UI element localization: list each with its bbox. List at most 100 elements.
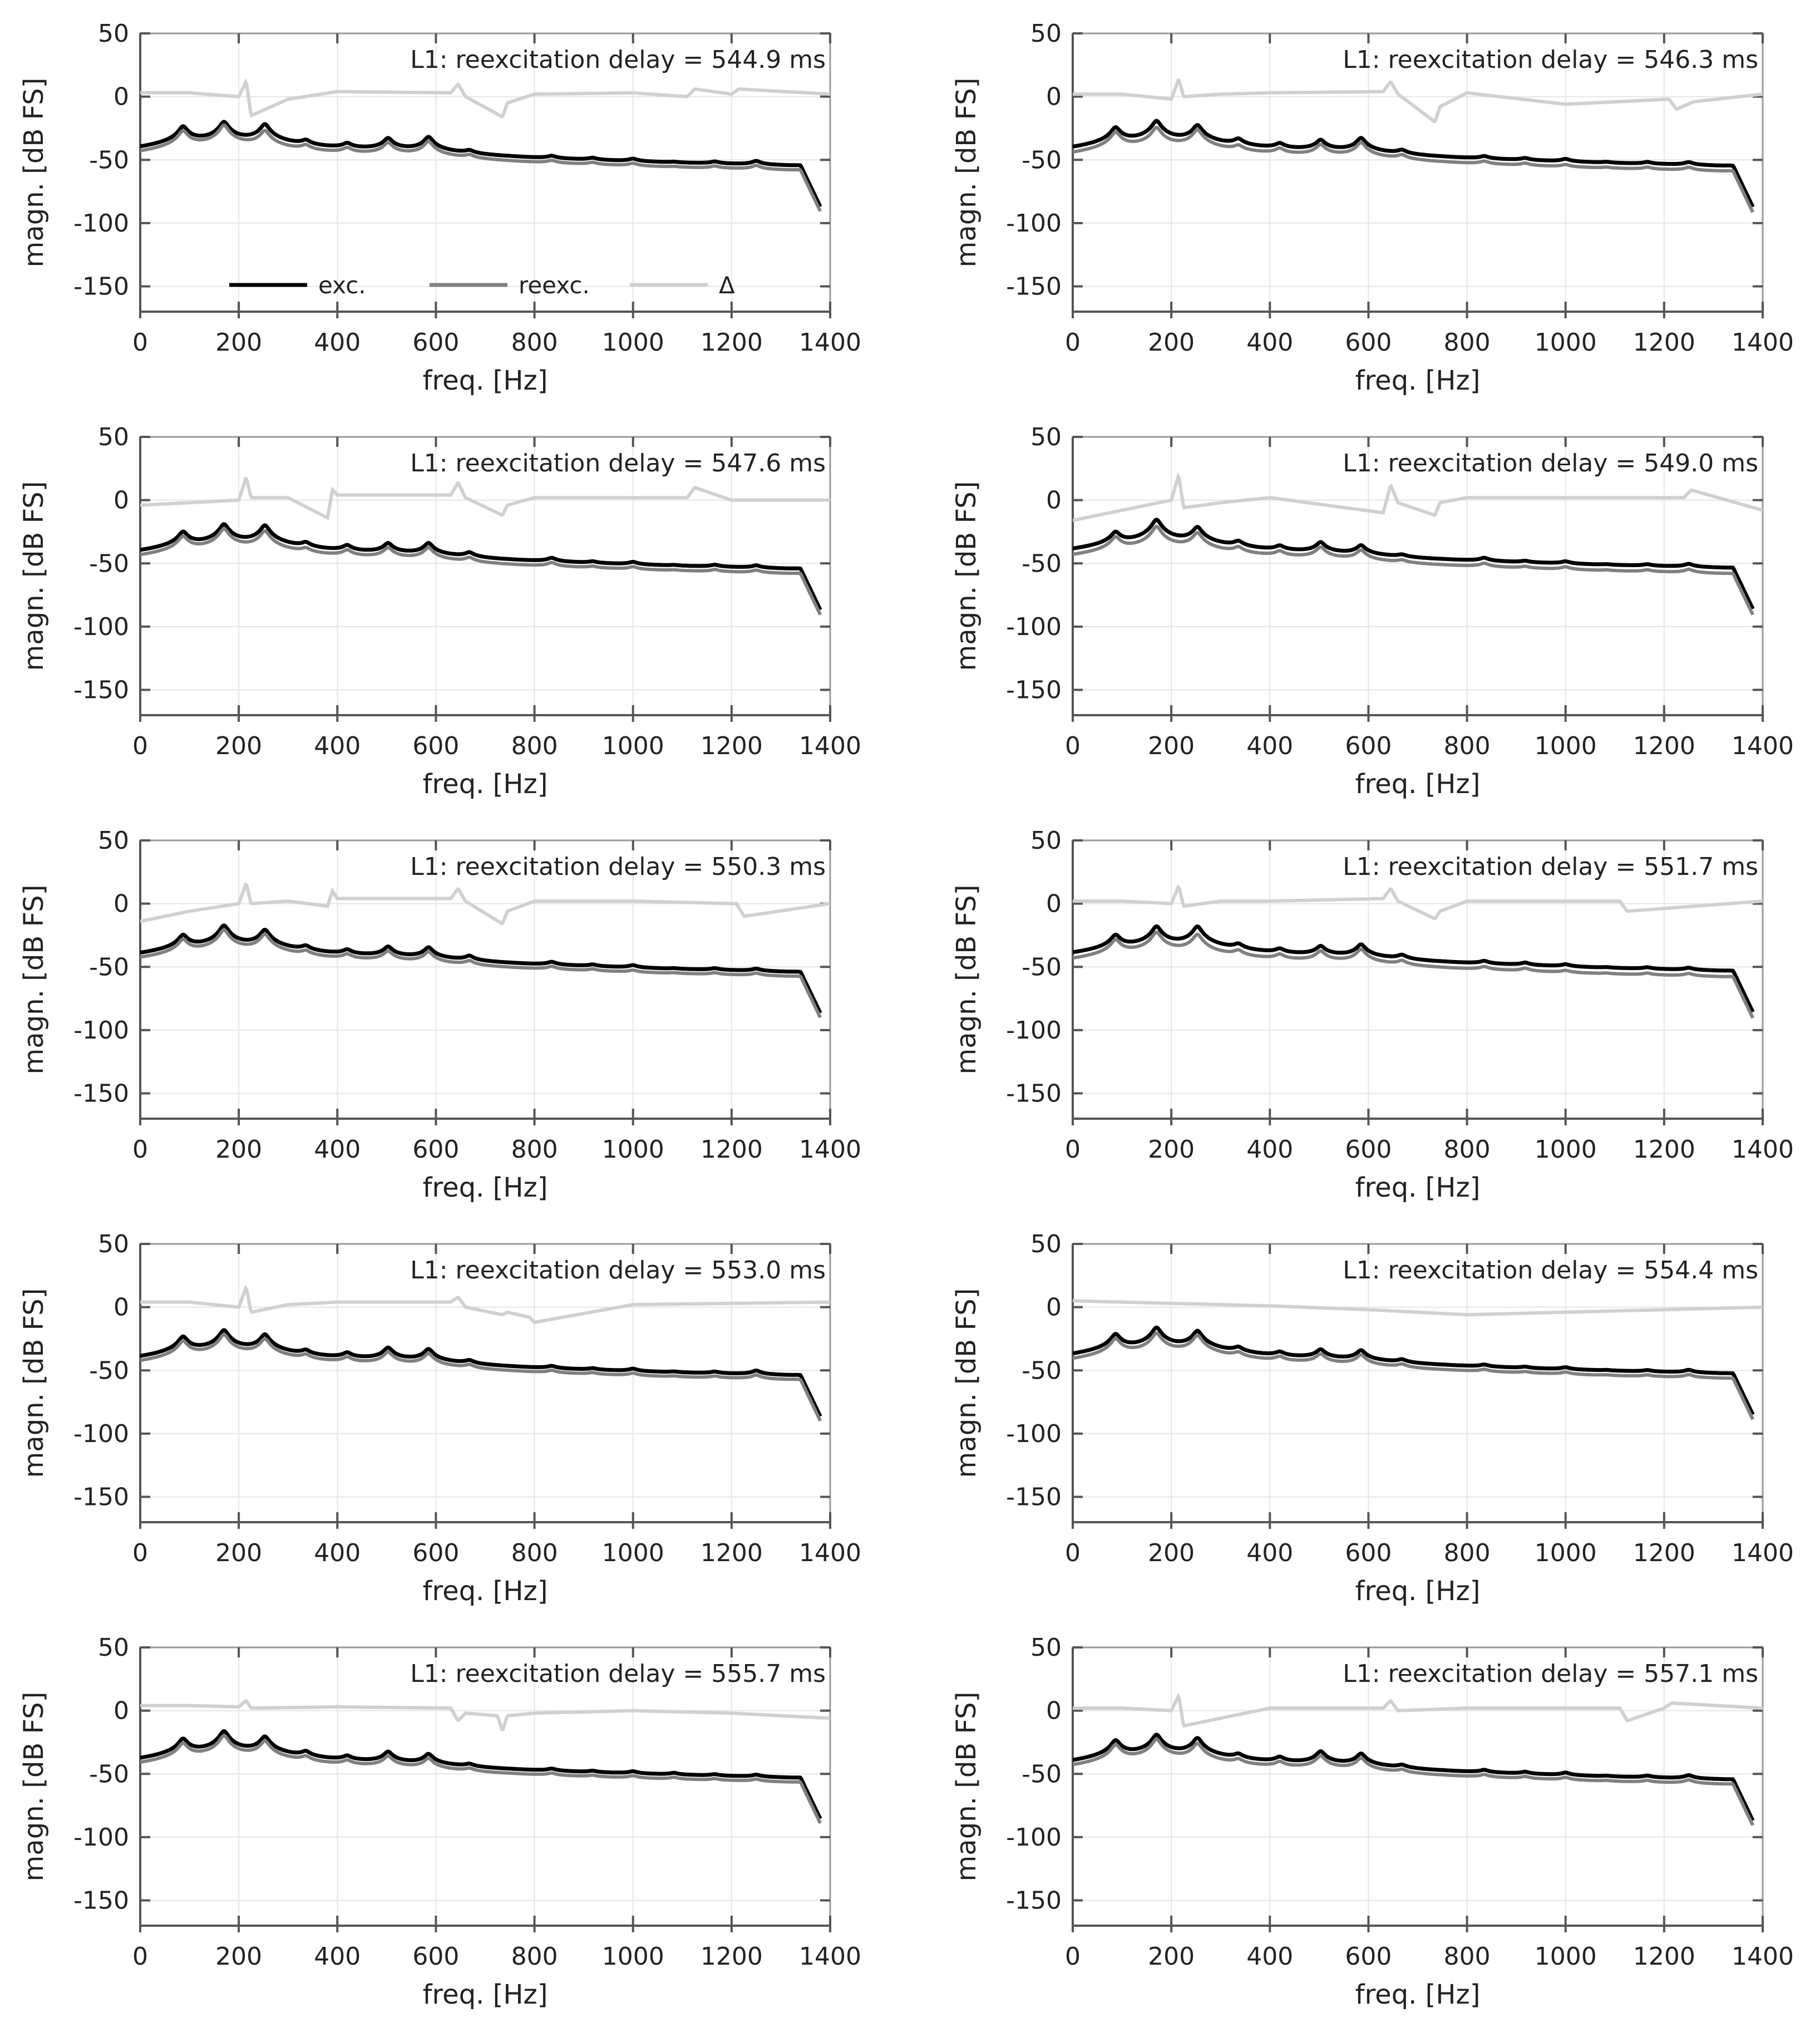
y-tick-label: -150 bbox=[1006, 676, 1062, 705]
x-tick-label: 1000 bbox=[1535, 732, 1597, 760]
series-reexc-line bbox=[1073, 126, 1755, 213]
legend-label: reexc. bbox=[519, 272, 590, 299]
y-tick-label: -100 bbox=[1006, 1420, 1062, 1448]
series-exc-line bbox=[1073, 1733, 1755, 1822]
y-tick-label: -50 bbox=[1022, 953, 1062, 981]
x-tick-label: 600 bbox=[1345, 1135, 1392, 1164]
x-tick-label: 600 bbox=[412, 1942, 459, 1971]
subplot-6: 0 200 400 600 800 1000 1200 1400 50 0 -50 -100 -150 f… bbox=[951, 826, 1794, 1203]
y-tick-label: -100 bbox=[1006, 1823, 1062, 1852]
y-tick-label: -50 bbox=[89, 549, 129, 578]
x-tick-label: 800 bbox=[511, 1539, 558, 1567]
x-tick-label: 600 bbox=[1345, 1539, 1392, 1567]
x-tick-label: 200 bbox=[1148, 732, 1195, 760]
y-tick-label: -100 bbox=[1006, 613, 1062, 641]
x-tick-label: 600 bbox=[1345, 1942, 1392, 1971]
x-tick-label: 1400 bbox=[1732, 1539, 1794, 1567]
x-tick-label: 400 bbox=[1246, 732, 1293, 760]
x-tick-label: 1000 bbox=[1535, 328, 1597, 357]
y-tick-label: 50 bbox=[98, 1633, 129, 1662]
x-tick-label: 400 bbox=[314, 732, 361, 760]
series-delta-line bbox=[140, 882, 830, 926]
y-axis-label: magn. [dB FS] bbox=[18, 1692, 50, 1882]
series-exc-line bbox=[1073, 119, 1755, 208]
series-reexc-line bbox=[140, 1734, 822, 1824]
series-reexc-line bbox=[140, 1332, 822, 1422]
x-tick-label: 800 bbox=[1444, 1135, 1491, 1164]
x-tick-label: 1000 bbox=[1535, 1942, 1597, 1971]
y-tick-label: -100 bbox=[73, 1823, 129, 1852]
y-tick-label: 0 bbox=[114, 486, 129, 515]
x-tick-label: 0 bbox=[132, 1539, 148, 1567]
x-tick-label: 1200 bbox=[701, 1942, 763, 1971]
y-axis-label: magn. [dB FS] bbox=[951, 1288, 982, 1478]
series-reexc-line bbox=[1073, 1737, 1755, 1826]
series-reexc-line bbox=[140, 928, 822, 1018]
x-axis-label: freq. [Hz] bbox=[423, 1576, 548, 1607]
x-tick-label: 1000 bbox=[602, 1135, 664, 1164]
x-tick-label: 200 bbox=[1148, 1942, 1195, 1971]
y-tick-label: 50 bbox=[98, 1230, 129, 1258]
series-reexc-line bbox=[1073, 930, 1755, 1019]
subplot-title: L1: reexcitation delay = 544.9 ms bbox=[410, 46, 826, 74]
y-tick-label: -150 bbox=[73, 1483, 129, 1512]
series-delta-line bbox=[1073, 78, 1763, 124]
x-tick-label: 1200 bbox=[1633, 1135, 1695, 1164]
series-exc-line bbox=[140, 1729, 822, 1820]
subplot-title: L1: reexcitation delay = 547.6 ms bbox=[410, 449, 826, 478]
x-tick-label: 200 bbox=[1148, 1539, 1195, 1567]
x-tick-label: 200 bbox=[215, 1539, 262, 1567]
subplot-9: 0 200 400 600 800 1000 1200 1400 50 0 -50 -100 -150 f… bbox=[18, 1633, 861, 2010]
x-tick-label: 1000 bbox=[1535, 1135, 1597, 1164]
x-tick-label: 400 bbox=[1246, 328, 1293, 357]
x-tick-label: 1400 bbox=[1732, 1135, 1794, 1164]
plot-frame bbox=[1072, 32, 1764, 313]
x-tick-label: 1200 bbox=[701, 732, 763, 760]
plot-frame bbox=[139, 1646, 831, 1927]
x-tick-label: 800 bbox=[511, 328, 558, 357]
plot-frame bbox=[139, 32, 831, 313]
x-tick-label: 1000 bbox=[1535, 1539, 1597, 1567]
x-tick-label: 1400 bbox=[799, 1135, 861, 1164]
subplot-title: L1: reexcitation delay = 551.7 ms bbox=[1343, 853, 1758, 881]
subplot-4: 0 200 400 600 800 1000 1200 1400 50 0 -50 -100 -150 f… bbox=[951, 423, 1794, 800]
series-reexc-line bbox=[140, 527, 822, 616]
series-delta-line bbox=[1073, 1692, 1763, 1728]
series-exc-line bbox=[1073, 1325, 1755, 1416]
x-tick-label: 600 bbox=[1345, 328, 1392, 357]
x-tick-label: 1200 bbox=[1633, 328, 1695, 357]
plot-frame bbox=[139, 436, 831, 716]
y-tick-label: -100 bbox=[73, 209, 129, 238]
x-tick-label: 0 bbox=[1065, 732, 1081, 760]
x-tick-label: 1200 bbox=[1633, 732, 1695, 760]
y-axis-label: magn. [dB FS] bbox=[18, 1288, 50, 1478]
x-tick-label: 400 bbox=[314, 1539, 361, 1567]
x-tick-label: 1000 bbox=[602, 1539, 664, 1567]
plot-frame bbox=[139, 839, 831, 1120]
subplot-2: 0 200 400 600 800 1000 1200 1400 50 0 -50 -100 -150 f… bbox=[951, 19, 1794, 396]
y-axis-label: magn. [dB FS] bbox=[951, 1692, 982, 1882]
series-reexc-line bbox=[140, 124, 822, 212]
series-exc-line bbox=[1073, 924, 1755, 1013]
y-axis-label: magn. [dB FS] bbox=[951, 78, 982, 268]
y-tick-label: 50 bbox=[98, 19, 129, 48]
x-tick-label: 200 bbox=[215, 328, 262, 357]
x-tick-label: 1200 bbox=[1633, 1539, 1695, 1567]
x-tick-label: 1200 bbox=[701, 328, 763, 357]
y-tick-label: 50 bbox=[1030, 826, 1062, 855]
subplot-title: L1: reexcitation delay = 557.1 ms bbox=[1343, 1660, 1758, 1688]
x-tick-label: 1400 bbox=[799, 1539, 861, 1567]
y-tick-label: -150 bbox=[73, 273, 129, 301]
subplot-title: L1: reexcitation delay = 554.4 ms bbox=[1343, 1256, 1758, 1285]
x-tick-label: 800 bbox=[1444, 1539, 1491, 1567]
subplot-7: 0 200 400 600 800 1000 1200 1400 50 0 -50 -100 -150 f… bbox=[18, 1230, 861, 1607]
y-tick-label: 50 bbox=[1030, 1230, 1062, 1258]
y-tick-label: -150 bbox=[73, 1887, 129, 1915]
y-tick-label: 50 bbox=[98, 423, 129, 451]
x-axis-label: freq. [Hz] bbox=[423, 769, 548, 800]
x-tick-label: 1200 bbox=[701, 1135, 763, 1164]
subplot-title: L1: reexcitation delay = 555.7 ms bbox=[410, 1660, 826, 1688]
series-exc-line bbox=[140, 923, 822, 1014]
y-axis-label: magn. [dB FS] bbox=[18, 78, 50, 268]
y-tick-label: -100 bbox=[1006, 1016, 1062, 1045]
